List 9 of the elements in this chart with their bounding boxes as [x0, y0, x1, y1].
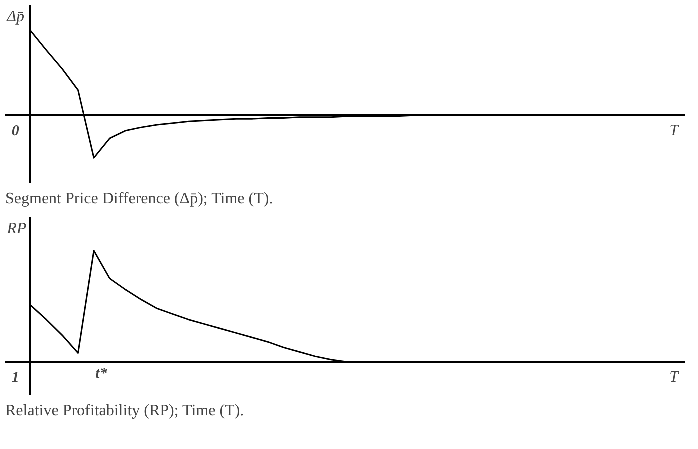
text: Segment Price Difference (Δp̄); Time (T).: [6, 190, 274, 208]
text: Relative Profitability (RP); Time (T).: [6, 402, 244, 420]
x-axis-title: T: [670, 369, 680, 386]
x-axis-title: T: [670, 122, 680, 140]
annotation: 0: [12, 124, 20, 140]
text: 1: [12, 370, 20, 386]
y-axis-title: Δp̄: [6, 8, 24, 26]
y-axis-title: RP: [6, 220, 27, 238]
text: t*: [96, 366, 108, 382]
